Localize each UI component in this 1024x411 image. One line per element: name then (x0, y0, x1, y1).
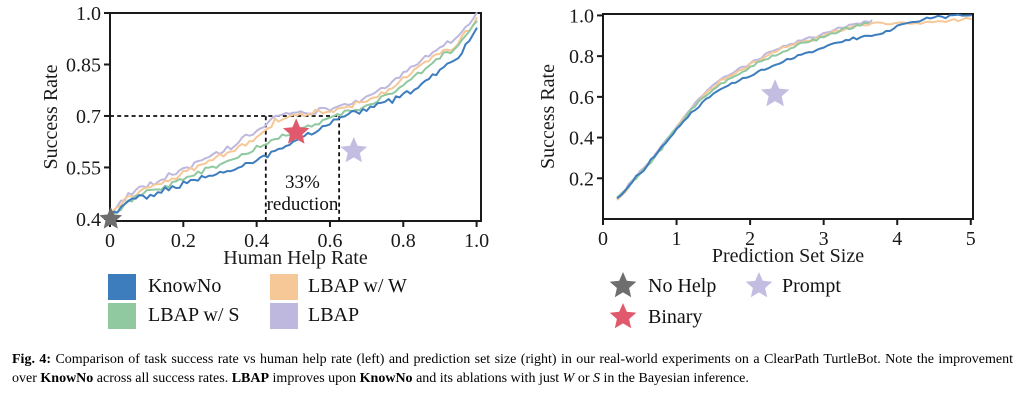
x-tick-label: 1 (672, 228, 682, 250)
y-tick-label: 0.85 (66, 54, 101, 76)
caption-italic-s: S (593, 370, 601, 386)
y-tick-label: 1.0 (569, 5, 594, 27)
lbap-s-swatch-icon (108, 303, 136, 329)
y-tick-label: 1.0 (76, 3, 101, 25)
caption-fig-number: Fig. 4: (12, 352, 56, 367)
caption-text: and its ablations with just (412, 370, 563, 386)
y-tick-label: 0.4 (569, 128, 594, 150)
plot-frame (109, 12, 482, 222)
prompt-star-icon (745, 272, 773, 298)
binary-star-icon (609, 303, 637, 329)
legend-label-prompt: Prompt (782, 275, 841, 297)
series-line-lbap-w-w (616, 16, 972, 201)
caption-text: or (574, 370, 594, 386)
series-line-lbap-w-s (616, 22, 869, 198)
marker-star-no-help (99, 206, 123, 229)
caption-bold-knowno: KnowNo (40, 370, 94, 386)
legend-star-glyph (609, 303, 637, 329)
caption-text: Comparison of task success rate vs human… (12, 352, 1013, 386)
series-line-knowno (109, 27, 478, 219)
legend-star-glyph (745, 272, 773, 298)
x-tick-label: 0 (105, 230, 115, 252)
caption-text: improves upon (269, 370, 360, 386)
legend-star-glyph (609, 272, 637, 298)
caption-text: in the Bayesian inference. (600, 370, 749, 386)
no-help-star-icon (609, 272, 637, 298)
legend-label-binary: Binary (648, 306, 703, 328)
x-tick-label: 0.6 (317, 230, 342, 252)
annotation-text: reduction (267, 194, 339, 215)
lbap-swatch-icon (270, 303, 298, 329)
annotation-text: 33% (285, 172, 320, 193)
figure-caption: Fig. 4: Comparison of task success rate … (12, 351, 1013, 388)
legend-label-no-help: No Help (648, 275, 717, 297)
legend-label-lbap: LBAP (308, 304, 360, 326)
marker-star-prompt (340, 137, 368, 163)
x-tick-label: 0.8 (391, 230, 416, 252)
chart-success-vs-prediction-set-size: 0 1 2 3 4 5 0.2 0.4 0.6 0.8 1.0 Prediction Set Size… (537, 5, 976, 267)
x-tick-label: 0.2 (171, 230, 196, 252)
x-tick-label: 3 (819, 228, 829, 250)
caption-text: across all success rates. (93, 370, 232, 386)
series-line-knowno (616, 13, 972, 199)
x-tick-label: 2 (745, 228, 755, 250)
y-tick-label: 0.6 (569, 87, 594, 109)
legend-label-lbap-s: LBAP w/ S (148, 304, 240, 326)
caption-bold-knowno-2: KnowNo (359, 370, 413, 386)
chart-success-vs-help-rate: 0 0.2 0.4 0.6 0.8 1.0 0.4 0.55 0.7 0.85 1.0 Human H… (40, 3, 489, 269)
series-line-lbap-w-w (109, 17, 478, 217)
y-tick-label: 0.4 (76, 209, 101, 231)
x-tick-label: 4 (892, 228, 902, 250)
y-tick-label: 0.2 (569, 168, 594, 190)
x-axis-label: Prediction Set Size (712, 245, 864, 267)
caption-italic-w: W (562, 370, 575, 386)
y-axis-label: Success Rate (40, 64, 62, 169)
x-tick-label: 0 (598, 228, 608, 250)
caption-bold-lbap: LBAP (231, 370, 270, 386)
x-axis-label: Human Help Rate (223, 247, 368, 269)
marker-star-binary (282, 118, 310, 144)
knowno-swatch-icon (108, 274, 136, 300)
y-tick-label: 0.55 (66, 157, 101, 179)
y-axis-label: Success Rate (537, 64, 559, 169)
marker-star-prompt (760, 79, 790, 107)
x-tick-label: 1.0 (464, 230, 489, 252)
lbap-w-swatch-icon (270, 274, 298, 300)
legend-label-knowno: KnowNo (148, 275, 222, 297)
y-tick-label: 0.8 (569, 46, 594, 68)
legend-label-lbap-w: LBAP w/ W (308, 275, 407, 297)
y-tick-label: 0.7 (76, 106, 101, 128)
x-tick-label: 0.4 (244, 230, 269, 252)
series-line-lbap (109, 12, 478, 214)
x-tick-label: 5 (966, 228, 976, 250)
series-line-lbap (616, 19, 873, 200)
plot-frame (602, 13, 974, 220)
